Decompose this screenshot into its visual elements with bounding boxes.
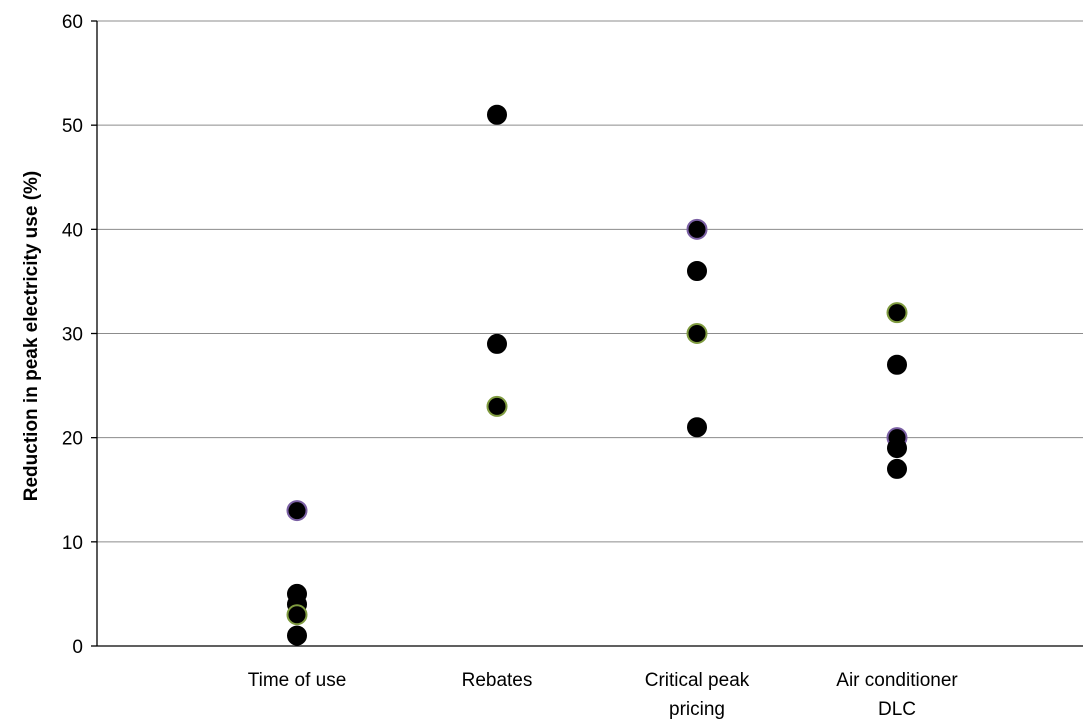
category-label-1: Rebates [462,670,533,691]
data-point-7 [486,395,508,417]
data-point-8 [686,218,708,240]
data-point-10 [686,323,708,344]
category-label-2: Critical peak pricing [645,670,750,719]
data-point-9 [687,261,707,281]
y-tick-label-10: 10 [62,533,83,554]
category-label-3: Air conditioner DLC [836,670,958,719]
data-point-5 [487,104,507,125]
y-tick-labels: 0 10 20 30 40 50 60 [62,12,83,658]
y-tick-label-50: 50 [62,116,83,137]
y-tick-label-0: 0 [72,637,83,658]
category-labels: Time of use Rebates Critical peak pricing Ai… [248,670,959,720]
data-point-12 [886,302,908,324]
y-tick-label-40: 40 [62,220,83,241]
data-point-16 [887,458,907,479]
y-axis-title: Reduction in peak electricity use (%) [21,171,42,501]
y-tick-label-30: 30 [62,325,83,346]
data-point-15 [887,438,907,459]
data-points [286,104,908,646]
data-point-0 [286,500,308,522]
data-point-6 [487,333,507,354]
data-point-4 [287,625,307,646]
data-point-3 [286,604,308,626]
data-point-13 [887,354,907,375]
category-label-0: Time of use [248,670,347,691]
data-point-11 [687,417,707,438]
y-tick-label-20: 20 [62,429,83,450]
axes [91,20,1083,647]
gridlines [97,20,1083,543]
y-tick-label-60: 60 [62,12,83,33]
